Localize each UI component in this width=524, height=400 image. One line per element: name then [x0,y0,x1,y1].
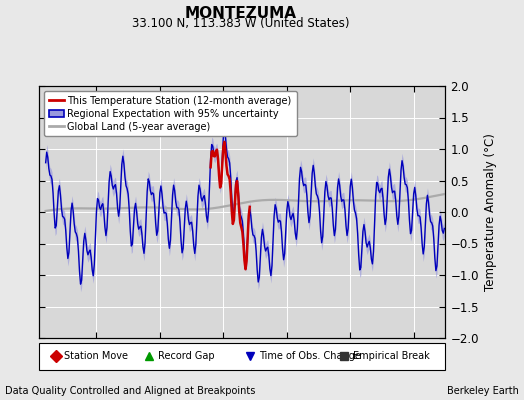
FancyBboxPatch shape [39,343,445,370]
Text: 33.100 N, 113.383 W (United States): 33.100 N, 113.383 W (United States) [132,17,350,30]
Text: Data Quality Controlled and Aligned at Breakpoints: Data Quality Controlled and Aligned at B… [5,386,256,396]
Text: Berkeley Earth: Berkeley Earth [447,386,519,396]
Text: Time of Obs. Change: Time of Obs. Change [259,351,361,362]
Text: Station Move: Station Move [64,351,128,362]
Legend: This Temperature Station (12-month average), Regional Expectation with 95% uncer: This Temperature Station (12-month avera… [44,91,297,136]
Y-axis label: Temperature Anomaly (°C): Temperature Anomaly (°C) [484,133,497,291]
Text: MONTEZUMA: MONTEZUMA [185,6,297,21]
Text: Empirical Break: Empirical Break [353,351,430,362]
Text: Record Gap: Record Gap [158,351,214,362]
